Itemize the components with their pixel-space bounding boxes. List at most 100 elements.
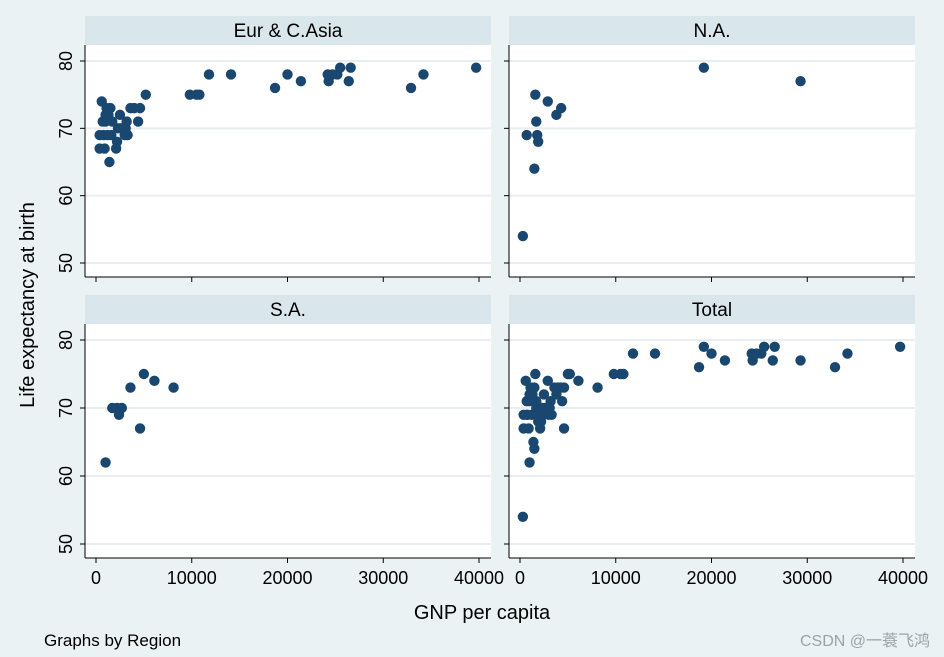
panel-strip <box>509 16 915 45</box>
y-tick-label: 50 <box>56 253 76 273</box>
data-point <box>194 89 205 100</box>
data-point <box>530 368 541 380</box>
data-point <box>105 102 116 114</box>
data-point <box>100 457 111 468</box>
panel-2: N.A. <box>504 16 915 282</box>
data-point <box>795 76 806 87</box>
panels-group: Eur & C.Asia 50 60 70 80 N.A. S.A. 50 60 70 80 0 100… <box>56 16 928 588</box>
data-point <box>842 348 853 359</box>
data-point <box>795 355 806 366</box>
data-point <box>894 341 906 352</box>
x-tick-label: 40000 <box>454 568 504 588</box>
data-point <box>555 102 567 114</box>
panel-4: Total 0 10000 20000 30000 40000 <box>504 295 928 588</box>
data-point <box>517 230 529 242</box>
data-point <box>524 457 535 468</box>
data-point <box>698 62 710 73</box>
data-point <box>99 143 110 154</box>
data-point <box>121 116 132 127</box>
data-point <box>125 382 136 393</box>
panel-1: Eur & C.Asia 50 60 70 80 <box>56 16 491 282</box>
data-point <box>545 396 556 407</box>
x-tick-label: 30000 <box>358 568 408 588</box>
data-point <box>618 368 629 380</box>
panel-title: S.A. <box>270 300 306 321</box>
data-point <box>531 116 542 127</box>
data-point <box>558 382 570 393</box>
data-point <box>706 348 717 359</box>
data-point <box>345 62 356 73</box>
y-axis-label: Life expectancy at birth <box>17 202 39 408</box>
data-point <box>532 136 544 147</box>
data-point <box>556 396 568 407</box>
data-point <box>470 62 482 73</box>
x-tick-label: 10000 <box>167 568 217 588</box>
data-point <box>343 76 354 87</box>
data-point <box>769 341 780 352</box>
x-tick-label: 30000 <box>782 568 832 588</box>
data-point <box>564 368 575 380</box>
panel-title: Eur & C.Asia <box>234 21 343 42</box>
data-point <box>114 109 126 121</box>
data-point <box>538 389 550 400</box>
data-point <box>334 62 346 73</box>
y-tick-label: 60 <box>56 466 76 486</box>
data-point <box>138 368 150 380</box>
data-point <box>529 163 540 174</box>
x-tick-label: 0 <box>515 568 525 588</box>
data-point <box>546 409 557 420</box>
data-point <box>558 423 570 434</box>
data-point <box>530 89 541 100</box>
data-point <box>529 382 540 393</box>
y-tick-label: 80 <box>56 51 76 71</box>
panel-3: S.A. 50 60 70 80 0 10000 20000 30000 40000 <box>56 295 504 588</box>
plot-area <box>509 45 915 277</box>
data-point <box>719 355 731 366</box>
data-point <box>140 89 151 100</box>
data-point <box>269 82 281 94</box>
data-point <box>693 362 705 373</box>
data-point <box>529 443 540 454</box>
watermark: CSDN @一蓑飞鸿 <box>800 632 930 650</box>
x-tick-label: 20000 <box>686 568 736 588</box>
data-point <box>405 82 417 94</box>
data-point <box>104 156 115 168</box>
data-point <box>649 348 661 359</box>
graphs-by-note: Graphs by Region <box>44 631 181 650</box>
x-tick-label: 40000 <box>878 568 928 588</box>
data-point <box>134 423 146 434</box>
data-point <box>168 382 179 393</box>
data-point <box>116 402 128 414</box>
data-point <box>225 69 237 80</box>
y-tick-label: 70 <box>56 118 76 138</box>
data-point <box>203 69 215 80</box>
panel-strip <box>85 295 491 324</box>
data-point <box>134 102 146 114</box>
y-tick-label: 50 <box>56 534 76 554</box>
x-axis-label: GNP per capita <box>414 602 551 624</box>
plot-area <box>509 324 915 558</box>
panel-title: N.A. <box>694 21 731 42</box>
data-point <box>132 116 144 127</box>
data-point <box>829 362 841 373</box>
data-point <box>523 423 534 434</box>
panel-strip <box>509 295 915 324</box>
data-point <box>698 341 710 352</box>
x-tick-label: 10000 <box>591 568 641 588</box>
data-point <box>542 375 553 386</box>
data-point <box>418 69 429 80</box>
data-point <box>149 375 160 386</box>
data-point <box>521 129 532 141</box>
data-point <box>767 355 778 366</box>
data-point <box>295 76 307 87</box>
data-point <box>517 511 529 522</box>
panel-title: Total <box>692 300 732 321</box>
data-point <box>627 348 639 359</box>
data-point <box>758 341 770 352</box>
x-tick-label: 20000 <box>262 568 312 588</box>
y-tick-label: 80 <box>56 330 76 350</box>
y-tick-label: 60 <box>56 186 76 206</box>
data-point <box>592 382 603 393</box>
data-point <box>282 69 293 80</box>
